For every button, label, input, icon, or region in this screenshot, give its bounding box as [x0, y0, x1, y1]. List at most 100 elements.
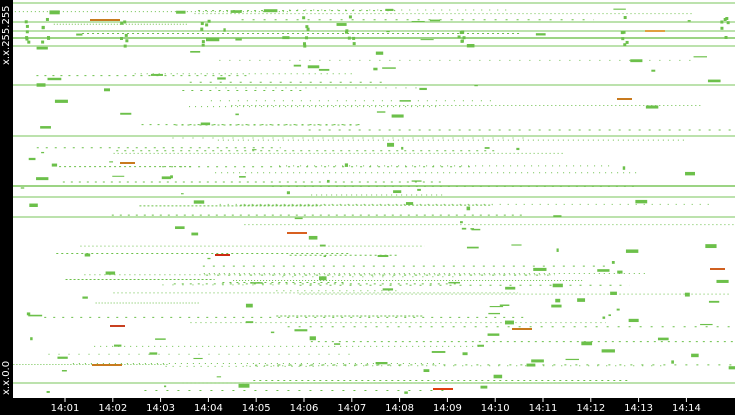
flow-burst: [693, 56, 707, 58]
flow-burst: [193, 357, 203, 360]
flow-cluster: [201, 43, 205, 47]
flow-burst: [114, 344, 122, 347]
y-axis-bar: [0, 0, 13, 415]
flow-cluster: [25, 24, 29, 28]
flow-burst: [239, 176, 246, 178]
flow-burst: [376, 111, 386, 113]
x-axis-bar: [0, 398, 735, 415]
flow-cluster: [620, 31, 624, 35]
flow-burst: [84, 253, 91, 257]
flow-cluster: [725, 17, 729, 21]
flow-burst: [429, 19, 441, 22]
x-tick-label: 14:07: [337, 403, 366, 414]
hot-flow: [92, 364, 122, 366]
hot-flow: [120, 162, 135, 164]
flow-burst: [705, 244, 717, 249]
x-tick-label: 14:09: [433, 403, 462, 414]
flow-burst: [505, 286, 516, 290]
flow-burst: [293, 64, 302, 67]
flow-burst: [552, 283, 563, 288]
flow-burst: [238, 383, 250, 388]
flow-burst: [193, 200, 205, 204]
flow-burst: [535, 33, 546, 36]
flow-burst: [319, 244, 326, 247]
flow-cluster: [623, 43, 627, 47]
flow-cluster: [352, 42, 356, 46]
flow-burst: [466, 206, 471, 211]
flow-burst: [386, 30, 390, 33]
flow-burst: [230, 10, 242, 13]
flow-burst: [41, 151, 45, 154]
flow-burst: [307, 65, 320, 69]
flow-burst: [531, 359, 544, 363]
flow-burst: [382, 67, 396, 69]
flow-cluster: [457, 35, 461, 39]
x-tick-label: 14:04: [194, 403, 223, 414]
flow-burst: [555, 298, 561, 303]
flow-burst: [480, 385, 488, 389]
flow-burst: [716, 279, 729, 283]
flow-burst: [36, 177, 49, 181]
flow-burst: [691, 353, 699, 358]
hot-flow: [617, 98, 632, 100]
flow-burst: [526, 363, 536, 367]
flow-burst: [245, 321, 254, 324]
flow-cluster: [625, 40, 629, 44]
flow-cluster: [724, 35, 728, 39]
flow-burst: [205, 37, 220, 42]
x-tick-label: 14:01: [51, 403, 80, 414]
flow-cluster: [726, 21, 730, 25]
flow-burst: [622, 166, 626, 170]
flow-burst: [161, 176, 172, 180]
plot-area: [13, 2, 735, 394]
flow-burst: [728, 366, 735, 370]
flow-burst: [551, 304, 562, 308]
flow-burst: [487, 333, 500, 336]
flow-burst: [263, 9, 278, 13]
flow-cluster: [125, 39, 129, 43]
x-tick-label: 14:11: [529, 403, 558, 414]
flow-cluster: [302, 16, 306, 20]
flow-burst: [460, 221, 463, 224]
flow-burst: [336, 23, 347, 26]
flow-burst: [616, 308, 620, 311]
flow-burst: [318, 276, 327, 281]
hot-flow: [215, 254, 230, 256]
flow-burst: [611, 261, 615, 264]
flow-burst: [375, 51, 384, 55]
flow-burst: [216, 376, 222, 378]
flow-burst: [175, 226, 185, 230]
flow-burst: [217, 77, 226, 80]
flow-cluster: [123, 44, 127, 48]
flow-cluster: [352, 36, 356, 40]
flow-burst: [112, 175, 125, 177]
flow-cluster: [305, 36, 309, 40]
flow-burst: [511, 244, 522, 246]
flow-burst: [149, 352, 158, 355]
flow-burst: [423, 369, 430, 373]
flow-burst: [308, 235, 318, 240]
flow-burst: [294, 329, 308, 332]
x-tick-label: 14:08: [385, 403, 414, 414]
flow-burst: [76, 33, 83, 36]
flow-burst: [556, 248, 559, 252]
flow-burst: [601, 349, 615, 353]
flow-burst: [20, 187, 25, 189]
x-tick-label: 14:12: [576, 403, 605, 414]
flow-burst: [700, 323, 713, 326]
flow-burst: [207, 257, 211, 260]
flow-burst: [657, 337, 669, 341]
flow-burst: [461, 227, 467, 230]
flow-burst: [327, 179, 330, 183]
flow-burst: [687, 20, 691, 22]
flow-burst: [245, 303, 253, 308]
flow-burst: [323, 255, 326, 258]
flow-cluster: [207, 19, 211, 23]
flow-burst: [250, 282, 263, 284]
flow-cluster: [41, 40, 45, 44]
flow-burst: [391, 114, 404, 118]
flow-burst: [401, 146, 404, 150]
flow-burst: [499, 304, 510, 306]
flow-cluster: [27, 40, 31, 44]
flow-cluster: [200, 27, 204, 31]
